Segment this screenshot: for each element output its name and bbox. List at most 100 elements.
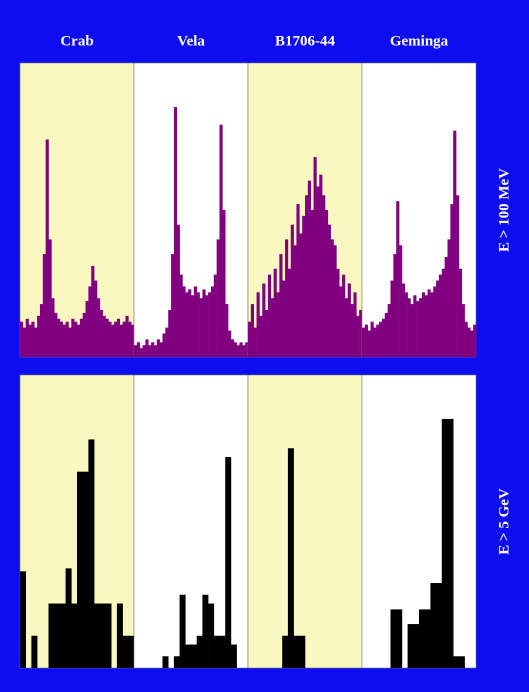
bar [282, 635, 289, 668]
bar [464, 321, 468, 357]
bar [162, 656, 169, 668]
panel [19, 62, 135, 358]
bar [421, 292, 425, 357]
bar [347, 283, 351, 357]
bar [450, 204, 454, 357]
bar [199, 298, 203, 357]
bar [179, 274, 183, 357]
bar [105, 318, 109, 357]
bar [216, 239, 220, 357]
bar [447, 418, 454, 668]
bar [342, 274, 346, 357]
bar [59, 603, 66, 668]
bar [45, 139, 49, 357]
bar [105, 603, 112, 668]
bar [287, 268, 292, 357]
bar [285, 239, 289, 357]
bar [413, 295, 417, 357]
bar [94, 280, 98, 357]
bar [436, 280, 440, 357]
bar [31, 321, 35, 357]
bar [290, 224, 294, 357]
bar [168, 309, 172, 357]
bar [162, 333, 166, 357]
bar [370, 321, 374, 357]
bar [57, 318, 61, 357]
bar [262, 283, 266, 357]
bar [287, 448, 294, 668]
bar [313, 157, 317, 357]
bar [230, 339, 235, 357]
bar [427, 289, 431, 357]
bar [210, 286, 215, 357]
bar [54, 603, 61, 668]
bar [213, 274, 217, 357]
bar [270, 298, 274, 357]
bar [173, 107, 178, 357]
row-label: E > 5 GeV [496, 488, 512, 555]
bar [196, 635, 203, 668]
bar [222, 210, 226, 357]
bar [461, 304, 465, 357]
bar [350, 304, 354, 357]
column-title: Crab [60, 33, 93, 49]
bar [307, 180, 311, 357]
bar [336, 268, 340, 357]
bar [128, 635, 135, 668]
bar [219, 635, 226, 668]
bar [293, 635, 300, 668]
bar [441, 418, 448, 668]
bar [245, 342, 249, 357]
bar [444, 257, 448, 357]
bar [99, 603, 106, 668]
bar [82, 471, 89, 668]
bar [96, 298, 101, 357]
bar [20, 321, 24, 357]
bar [191, 644, 197, 668]
bar [236, 345, 240, 357]
bar [145, 339, 149, 357]
bar [296, 204, 300, 357]
bar [399, 245, 403, 357]
bar [88, 439, 95, 668]
bar [458, 268, 463, 357]
bar [390, 609, 397, 668]
bar [302, 215, 306, 357]
bar [65, 321, 69, 357]
bar [159, 342, 163, 357]
bar [74, 321, 78, 357]
bar [265, 309, 269, 357]
bar [111, 324, 115, 357]
bar [424, 609, 431, 668]
bar [77, 324, 81, 357]
bar [148, 345, 152, 357]
bar [441, 268, 445, 357]
bar [273, 268, 277, 357]
bar [171, 254, 175, 357]
bar [367, 330, 371, 357]
bar [116, 603, 123, 668]
bar [59, 321, 64, 357]
bar [410, 304, 414, 357]
bar [205, 295, 209, 357]
bar [173, 656, 180, 668]
bar [213, 635, 220, 668]
bar [28, 324, 32, 357]
bar [362, 327, 366, 357]
bar [122, 321, 126, 357]
bar [191, 295, 195, 357]
bar [25, 318, 29, 357]
bar [91, 265, 95, 357]
bar [71, 318, 75, 357]
bar [242, 345, 246, 357]
bar [108, 321, 112, 357]
bar [230, 644, 237, 668]
bar [438, 274, 443, 357]
bar [142, 345, 146, 357]
bar [114, 321, 118, 357]
bar [208, 292, 212, 357]
bar [82, 312, 86, 357]
bar [473, 324, 477, 357]
bar [250, 304, 254, 357]
